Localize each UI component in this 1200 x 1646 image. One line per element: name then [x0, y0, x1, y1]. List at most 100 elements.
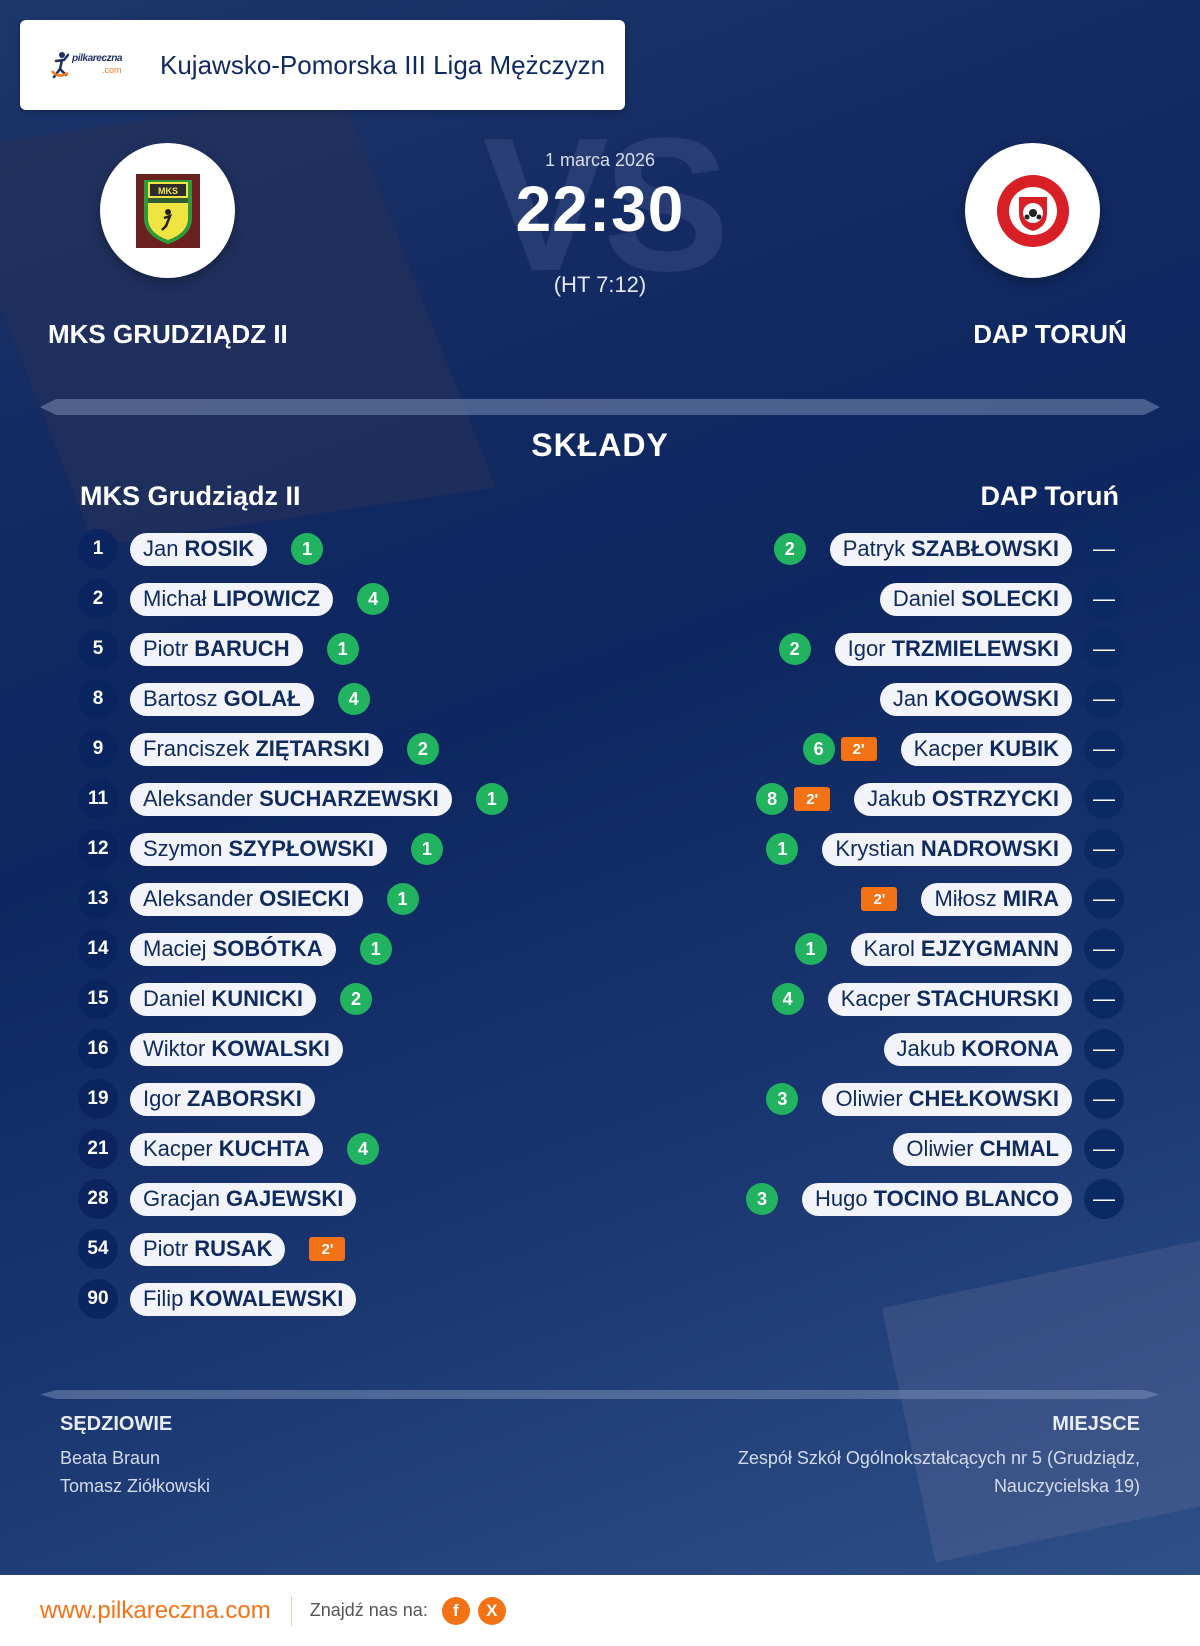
player-first-name: Szymon [143, 836, 223, 861]
player-last-name: BARUCH [194, 636, 290, 661]
player-name-pill[interactable]: Szymon SZYPŁOWSKI [130, 832, 387, 866]
jersey-number: 90 [78, 1279, 118, 1319]
player-stats: 4 [771, 983, 804, 1015]
player-first-name: Piotr [143, 636, 189, 661]
player-name-pill[interactable]: Filip KOWALEWSKI [130, 1282, 357, 1316]
player-name-pill[interactable]: Piotr RUSAK [130, 1232, 286, 1266]
player-row[interactable]: Jan KOGOWSKI — [746, 674, 1124, 724]
venue-section: MIEJSCE Zespół Szkół Ogólnokształcących … [720, 1413, 1140, 1500]
decor-shape [881, 1237, 1200, 1563]
player-row[interactable]: 2 Michał LIPOWICZ 4 [78, 574, 508, 624]
player-name-pill[interactable]: Jakub OSTRZYCKI [854, 782, 1072, 816]
player-row[interactable]: 3 Hugo TOCINO BLANCO — [746, 1174, 1124, 1224]
player-name-pill[interactable]: Jakub KORONA [883, 1032, 1072, 1066]
player-name-pill[interactable]: Igor ZABORSKI [130, 1082, 315, 1116]
player-name-pill[interactable]: Michał LIPOWICZ [130, 582, 334, 616]
player-name-pill[interactable]: Karol EJZYGMANN [850, 932, 1072, 966]
player-row[interactable]: 1 Krystian NADROWSKI — [746, 824, 1124, 874]
goals-badge: 1 [766, 833, 799, 865]
jersey-number: 12 [78, 829, 118, 869]
player-name-pill[interactable]: Aleksander SUCHARZEWSKI [130, 782, 452, 816]
player-row[interactable]: 54 Piotr RUSAK 2' [78, 1224, 508, 1274]
goals-badge: 4 [357, 583, 390, 615]
away-team-name: DAP TORUŃ [973, 319, 1127, 349]
player-name-pill[interactable]: Bartosz GOLAŁ [130, 682, 314, 716]
player-name-pill[interactable]: Krystian NADROWSKI [822, 832, 1072, 866]
player-name-pill[interactable]: Oliwier CHMAL [893, 1132, 1072, 1166]
player-row[interactable]: 16 Wiktor KOWALSKI [78, 1024, 508, 1074]
player-row[interactable]: 1 Karol EJZYGMANN — [746, 924, 1124, 974]
player-last-name: TRZMIELEWSKI [891, 636, 1059, 661]
player-row[interactable]: 19 Igor ZABORSKI [78, 1074, 508, 1124]
player-last-name: ZIĘTARSKI [255, 736, 370, 761]
site-link[interactable]: www.pilkareczna.com [40, 1596, 271, 1624]
player-stats: 3 [746, 1183, 779, 1215]
player-row[interactable]: 5 Piotr BARUCH 1 [78, 624, 508, 674]
player-last-name: EJZYGMANN [920, 936, 1059, 961]
player-row[interactable]: Jakub KORONA — [746, 1024, 1124, 1074]
player-row[interactable]: 28 Gracjan GAJEWSKI [78, 1174, 508, 1224]
player-row[interactable]: 8 Bartosz GOLAŁ 4 [78, 674, 508, 724]
final-score: 22:30 [515, 173, 685, 245]
player-row[interactable]: 14 Maciej SOBÓTKA 1 [78, 924, 508, 974]
player-name-pill[interactable]: Kacper KUBIK [900, 732, 1072, 766]
player-name-pill[interactable]: Maciej SOBÓTKA [130, 932, 336, 966]
player-row[interactable]: 4 Kacper STACHURSKI — [746, 974, 1124, 1024]
player-row[interactable]: 12 Szymon SZYPŁOWSKI 1 [78, 824, 508, 874]
player-name-pill[interactable]: Miłosz MIRA [921, 882, 1072, 916]
player-name-pill[interactable]: Daniel KUNICKI [130, 982, 317, 1016]
player-row[interactable]: Oliwier CHMAL — [746, 1124, 1124, 1174]
jersey-number: 16 [78, 1029, 118, 1069]
jersey-number: 13 [78, 879, 118, 919]
match-date: 1 marca 2026 [544, 150, 656, 170]
find-us-label: Znajdź nas na: [309, 1600, 428, 1620]
player-row[interactable]: 11 Aleksander SUCHARZEWSKI 1 [78, 774, 508, 824]
player-first-name: Miłosz [934, 886, 997, 911]
player-name-pill[interactable]: Kacper STACHURSKI [827, 982, 1072, 1016]
player-row[interactable]: Daniel SOLECKI — [746, 574, 1124, 624]
player-name-pill[interactable]: Jan ROSIK [130, 532, 268, 566]
player-row[interactable]: 9 Franciszek ZIĘTARSKI 2 [78, 724, 508, 774]
away-team-logo[interactable] [965, 143, 1100, 278]
player-row[interactable]: 2 Patryk SZABŁOWSKI — [746, 524, 1124, 574]
player-row[interactable]: 8 2' Jakub OSTRZYCKI — [746, 774, 1124, 824]
player-row[interactable]: 90 Filip KOWALEWSKI [78, 1274, 508, 1324]
player-last-name: KUBIK [989, 736, 1059, 761]
player-row[interactable]: 21 Kacper KUCHTA 4 [78, 1124, 508, 1174]
player-row[interactable]: 1 Jan ROSIK 1 [78, 524, 508, 574]
away-lineup-heading: DAP Toruń [980, 481, 1120, 511]
player-last-name: KUCHTA [218, 1136, 310, 1161]
player-row[interactable]: 2 Igor TRZMIELEWSKI — [746, 624, 1124, 674]
player-name-pill[interactable]: Kacper KUCHTA [130, 1132, 323, 1166]
player-row[interactable]: 15 Daniel KUNICKI 2 [78, 974, 508, 1024]
x-icon[interactable]: X [477, 1596, 506, 1625]
player-name-pill[interactable]: Wiktor KOWALSKI [130, 1032, 343, 1066]
player-name-pill[interactable]: Oliwier CHEŁKOWSKI [822, 1082, 1072, 1116]
player-first-name: Michał [143, 586, 207, 611]
goals-badge: 1 [475, 783, 508, 815]
player-first-name: Kacper [840, 986, 911, 1011]
player-name-pill[interactable]: Patryk SZABŁOWSKI [829, 532, 1072, 566]
goals-badge: 2 [778, 633, 811, 665]
player-name-pill[interactable]: Aleksander OSIECKI [130, 882, 363, 916]
player-row[interactable]: 2' Miłosz MIRA — [746, 874, 1124, 924]
player-name-pill[interactable]: Jan KOGOWSKI [879, 682, 1072, 716]
player-row[interactable]: 6 2' Kacper KUBIK — [746, 724, 1124, 774]
home-team-logo[interactable]: MKS [100, 143, 235, 278]
player-row[interactable]: 3 Oliwier CHEŁKOWSKI — [746, 1074, 1124, 1124]
venue-address-line2: Nauczycielska 19) [993, 1476, 1140, 1496]
player-name-pill[interactable]: Gracjan GAJEWSKI [130, 1182, 357, 1216]
facebook-icon[interactable]: f [441, 1596, 470, 1625]
player-first-name: Daniel [892, 586, 956, 611]
player-name-pill[interactable]: Igor TRZMIELEWSKI [834, 632, 1072, 666]
player-name-pill[interactable]: Hugo TOCINO BLANCO [802, 1182, 1072, 1216]
player-name-pill[interactable]: Daniel SOLECKI [879, 582, 1072, 616]
jersey-number: 54 [78, 1229, 118, 1269]
player-name-pill[interactable]: Franciszek ZIĘTARSKI [130, 732, 383, 766]
player-last-name: ROSIK [184, 536, 255, 561]
jersey-number: — [1084, 529, 1124, 569]
player-name-pill[interactable]: Piotr BARUCH [130, 632, 303, 666]
goals-badge: 4 [337, 683, 370, 715]
player-last-name: CHEŁKOWSKI [908, 1086, 1059, 1111]
player-row[interactable]: 13 Aleksander OSIECKI 1 [78, 874, 508, 924]
